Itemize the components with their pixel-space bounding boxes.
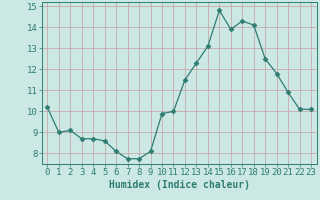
X-axis label: Humidex (Indice chaleur): Humidex (Indice chaleur) [109, 180, 250, 190]
